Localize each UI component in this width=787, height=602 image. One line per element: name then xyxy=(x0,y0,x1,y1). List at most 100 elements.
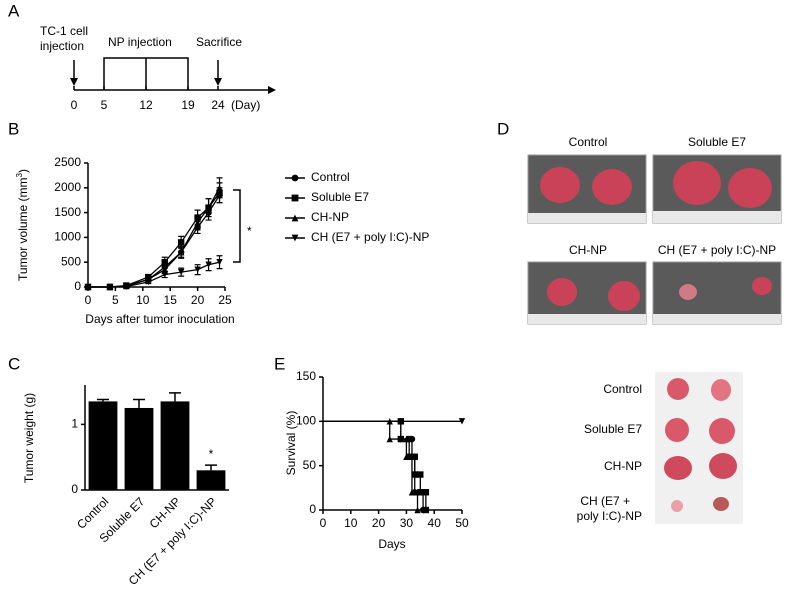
marker xyxy=(403,453,410,460)
x-tick-label: 0 xyxy=(320,516,327,530)
survival-line xyxy=(323,420,424,510)
y-tick-label: 2000 xyxy=(54,180,81,194)
legend-marker xyxy=(291,214,299,222)
panel-label: D xyxy=(497,119,509,138)
event-label: NP injection xyxy=(108,35,172,49)
photo-label: Control xyxy=(569,135,608,149)
marker xyxy=(177,249,185,256)
x-tick-label: 0 xyxy=(85,293,92,307)
x-tick-label: 30 xyxy=(400,516,414,530)
x-tick-label: 5 xyxy=(112,293,119,307)
tick-label: 0 xyxy=(71,98,78,112)
y-tick-label: 2500 xyxy=(54,155,81,169)
marker xyxy=(177,239,185,246)
mouse-photos: Control Soluble E7 CH-NP CH (E7 + poly I… xyxy=(527,135,782,325)
photo-label: CH (E7 + xyxy=(580,494,630,508)
photo-bg xyxy=(528,213,646,223)
photo-label: CH-NP xyxy=(569,243,607,257)
x-tick-label: 20 xyxy=(372,516,386,530)
marker xyxy=(84,283,92,291)
panel-label: B xyxy=(8,119,19,138)
event-label: TC-1 cell xyxy=(40,24,88,38)
photo-label: Control xyxy=(603,382,642,396)
marker xyxy=(194,266,201,273)
panel-label: C xyxy=(8,354,20,373)
series-line xyxy=(88,194,221,288)
tumor xyxy=(752,277,772,295)
marker xyxy=(161,259,168,266)
marker xyxy=(216,184,223,191)
marker xyxy=(405,435,413,443)
marker xyxy=(194,219,201,226)
y-tick-label: 0 xyxy=(74,279,81,293)
marker xyxy=(417,471,424,478)
legend-marker xyxy=(291,194,299,202)
event-label: Sacrifice xyxy=(196,35,242,49)
event-label: injection xyxy=(40,39,84,53)
marker xyxy=(123,283,130,290)
tumor-photo: Control Soluble E7 CH-NP CH (E7 + poly I… xyxy=(577,372,743,524)
annotation: * xyxy=(209,447,214,461)
bar xyxy=(160,401,190,490)
error-bar xyxy=(97,398,109,402)
y-axis-label: Tumor weight (g) xyxy=(22,393,36,483)
tick-label: 12 xyxy=(139,98,153,112)
panel-label: E xyxy=(274,354,285,373)
y-axis-label-end: ) xyxy=(16,169,30,173)
photo-bg xyxy=(653,211,781,223)
y-tick-label: 500 xyxy=(61,254,81,268)
y-tick-label: 0 xyxy=(71,482,78,496)
marker xyxy=(403,435,410,443)
y-tick-label: 1 xyxy=(71,417,78,431)
x-tick-label: 40 xyxy=(428,516,442,530)
marker xyxy=(458,418,466,425)
tumor xyxy=(592,169,632,205)
x-tick-label: 50 xyxy=(455,516,469,530)
y-tick-label: 100 xyxy=(296,414,316,428)
legend-label: CH (E7 + poly I:C)-NP xyxy=(311,230,429,244)
marker xyxy=(414,489,421,496)
panel-label: A xyxy=(8,1,20,20)
y-axis-label: Tumor volume (mm3) xyxy=(15,169,31,281)
arrow-head xyxy=(70,78,78,86)
bar xyxy=(124,407,154,490)
photo-label: CH (E7 + poly I:C)-NP xyxy=(658,243,776,257)
x-tick-label: 15 xyxy=(164,293,178,307)
x-tick-label: 20 xyxy=(191,293,205,307)
y-tick-label: 150 xyxy=(296,369,316,383)
photo-label: poly I:C)-NP xyxy=(577,509,642,523)
photo-bg xyxy=(528,314,646,324)
y-axis-label-text: Tumor volume (mm xyxy=(16,177,30,281)
arrow-head xyxy=(268,86,276,94)
marker xyxy=(422,506,430,514)
marker xyxy=(422,489,430,496)
series-line xyxy=(88,192,221,288)
legend-marker xyxy=(291,234,299,242)
x-tick-label: 10 xyxy=(136,293,150,307)
y-tick-label: 0 xyxy=(309,502,316,516)
y-tick-label: 1500 xyxy=(54,205,81,219)
photo-label: Soluble E7 xyxy=(688,135,746,149)
y-tick-label: 50 xyxy=(303,458,317,472)
marker xyxy=(386,435,393,443)
marker xyxy=(411,471,418,478)
annotation: * xyxy=(247,224,252,238)
tumor xyxy=(679,284,697,300)
tumor xyxy=(667,378,689,400)
tick-label: 5 xyxy=(101,98,108,112)
y-tick-label: 1000 xyxy=(54,230,81,244)
y-axis-label-sup: 3 xyxy=(15,172,24,177)
bar xyxy=(88,401,118,490)
marker xyxy=(408,489,416,496)
error-bar xyxy=(205,464,217,471)
x-axis-label: Days xyxy=(378,537,405,551)
error-bar xyxy=(169,392,181,402)
tumor xyxy=(665,418,689,442)
tumor xyxy=(711,379,731,401)
marker xyxy=(177,268,185,276)
timeline: TC-1 cell injection NP injection Sacrifi… xyxy=(40,24,276,112)
marker xyxy=(414,506,421,514)
y-axis-label: Survival (%) xyxy=(284,411,298,476)
unit-label: (Day) xyxy=(231,98,260,112)
